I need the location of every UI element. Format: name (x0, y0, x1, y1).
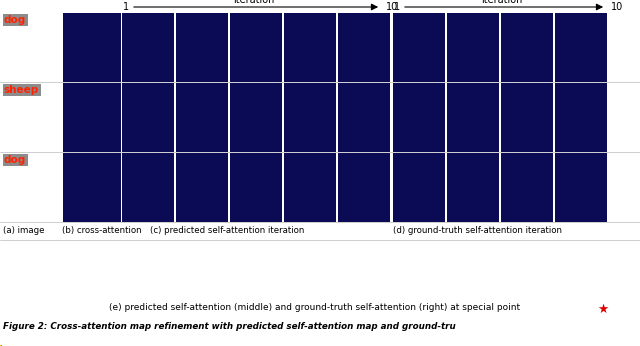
Bar (284, 13, 336, 82)
Bar (63, 13, 121, 82)
Bar (338, 13, 390, 82)
Text: sheep: sheep (4, 85, 39, 95)
Text: 1: 1 (123, 2, 129, 12)
Bar (501, 13, 553, 82)
Bar (176, 153, 228, 222)
Text: dog: dog (4, 15, 26, 25)
Bar (447, 153, 499, 222)
Bar (284, 83, 336, 152)
Bar (122, 153, 174, 222)
Text: iteration: iteration (234, 0, 275, 5)
Text: 10: 10 (386, 2, 398, 12)
Bar (501, 153, 553, 222)
Text: (b) cross-attention: (b) cross-attention (62, 226, 141, 235)
Bar (555, 13, 607, 82)
Bar (338, 153, 390, 222)
Bar (501, 83, 553, 152)
Text: (d) ground-truth self-attention iteration: (d) ground-truth self-attention iteratio… (393, 226, 562, 235)
Bar (447, 13, 499, 82)
Bar (555, 83, 607, 152)
Bar (393, 153, 445, 222)
Text: (a) image: (a) image (3, 226, 45, 235)
Bar (230, 83, 282, 152)
Text: Figure 2: Cross-attention map refinement with predicted self-attention map and g: Figure 2: Cross-attention map refinement… (3, 322, 456, 331)
Bar (230, 153, 282, 222)
Bar (122, 13, 174, 82)
Bar (63, 153, 121, 222)
Bar (63, 83, 121, 152)
Bar (447, 83, 499, 152)
Bar (122, 83, 174, 152)
Text: ★: ★ (597, 303, 608, 316)
Text: (e) predicted self-attention (middle) and ground-truth self-attention (right) at: (e) predicted self-attention (middle) an… (109, 303, 523, 312)
Text: iteration: iteration (481, 0, 523, 5)
Text: dog: dog (4, 155, 26, 165)
Bar (393, 13, 445, 82)
Text: (c) predicted self-attention iteration: (c) predicted self-attention iteration (150, 226, 305, 235)
Bar (176, 13, 228, 82)
Bar (393, 83, 445, 152)
Bar (230, 13, 282, 82)
Bar (555, 153, 607, 222)
Bar (338, 83, 390, 152)
Bar (284, 153, 336, 222)
Text: 1: 1 (394, 2, 400, 12)
Text: 10: 10 (611, 2, 623, 12)
Bar (176, 83, 228, 152)
